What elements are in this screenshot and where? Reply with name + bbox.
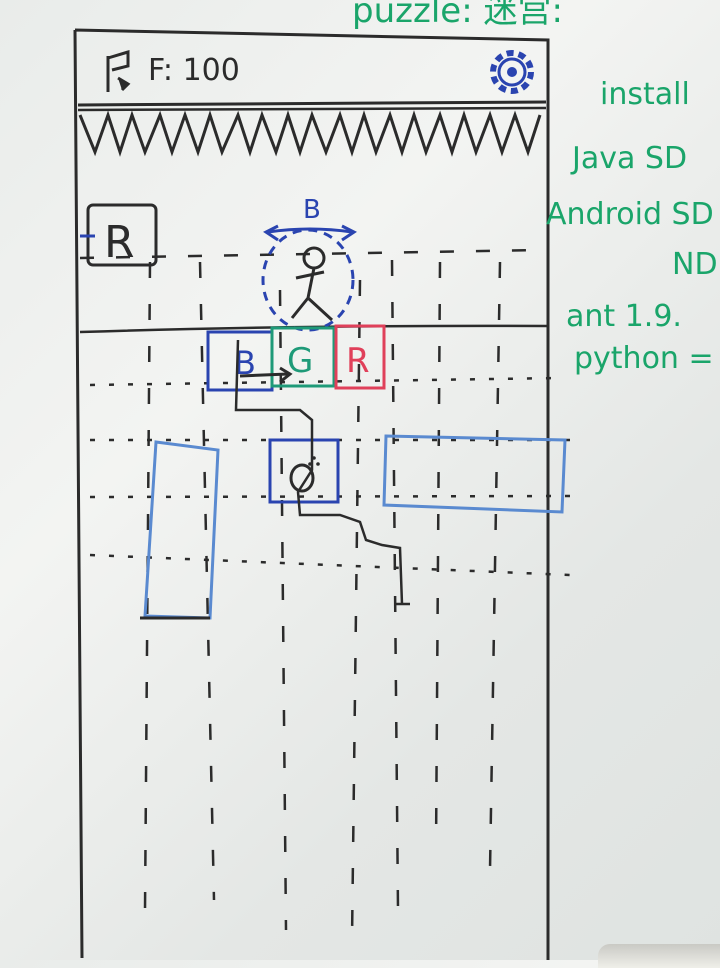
grid-vertical-lines xyxy=(143,259,502,941)
horizontal-bar-block[interactable] xyxy=(382,434,567,514)
target-block[interactable] xyxy=(268,438,340,504)
grid-horizontal-lines xyxy=(79,248,571,577)
player-selection-ring xyxy=(261,228,355,332)
note-line: Java SD xyxy=(570,141,687,176)
hud-divider-top xyxy=(77,100,547,107)
flag-icon xyxy=(106,49,131,92)
direction-label: B xyxy=(303,195,321,225)
move-arrow xyxy=(239,366,293,384)
note-line: puzzle: 迷宫: xyxy=(352,0,563,31)
block-b-label: B xyxy=(234,344,256,382)
note-line: python = xyxy=(574,341,714,376)
r-block-label: R xyxy=(104,217,135,268)
path-trace xyxy=(234,339,410,606)
gear-icon[interactable] xyxy=(490,50,534,94)
whiteboard-notes: puzzle: 迷宫: install Java SD Android SD N… xyxy=(352,0,718,376)
score-value: F: 100 xyxy=(148,53,240,88)
spike-row xyxy=(78,110,542,157)
block-r[interactable] xyxy=(334,324,386,390)
note-line: ant 1.9. xyxy=(566,299,682,334)
vertical-bar-block[interactable] xyxy=(143,440,220,620)
zero-circle-icon xyxy=(289,456,320,493)
block-g[interactable] xyxy=(270,326,336,388)
block-r-label: R xyxy=(346,341,370,381)
phone-frame xyxy=(73,28,550,960)
hud-divider-bottom xyxy=(77,106,547,112)
note-line: Android SD xyxy=(546,197,714,232)
direction-arrow xyxy=(263,224,357,242)
player[interactable] xyxy=(261,228,355,332)
note-line: ND xyxy=(672,247,718,282)
stick-figure-icon xyxy=(290,246,334,322)
note-line: install xyxy=(600,77,690,112)
